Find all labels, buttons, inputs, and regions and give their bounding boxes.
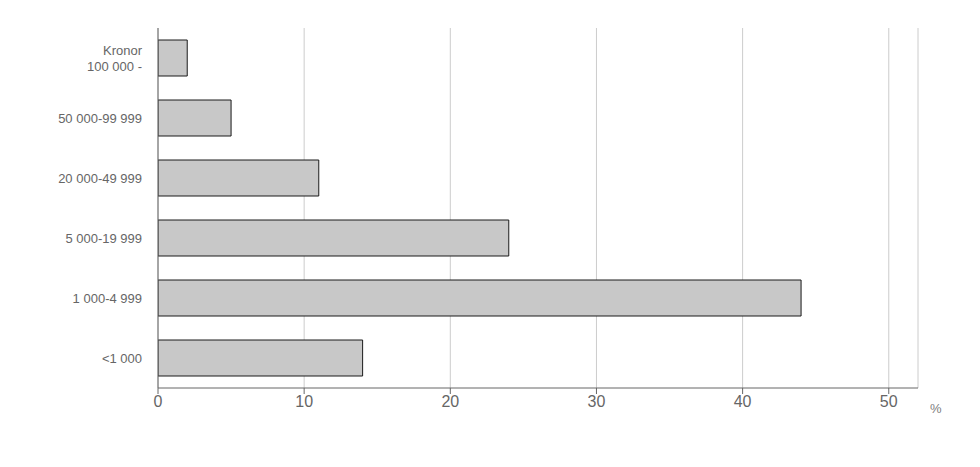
- svg-text:40: 40: [734, 393, 752, 410]
- svg-text:10: 10: [295, 393, 313, 410]
- svg-text:5 000-19 999: 5 000-19 999: [65, 231, 142, 246]
- svg-text:50: 50: [880, 393, 898, 410]
- svg-text:Kronor100 000 -: Kronor100 000 -: [87, 43, 143, 74]
- svg-text:0: 0: [154, 393, 163, 410]
- svg-text:<1 000: <1 000: [102, 351, 142, 366]
- svg-text:%: %: [930, 401, 942, 416]
- svg-text:20: 20: [441, 393, 459, 410]
- svg-text:1 000-4 999: 1 000-4 999: [73, 291, 142, 306]
- svg-text:50 000-99 999: 50 000-99 999: [58, 111, 142, 126]
- svg-text:30: 30: [588, 393, 606, 410]
- svg-text:20 000-49 999: 20 000-49 999: [58, 171, 142, 186]
